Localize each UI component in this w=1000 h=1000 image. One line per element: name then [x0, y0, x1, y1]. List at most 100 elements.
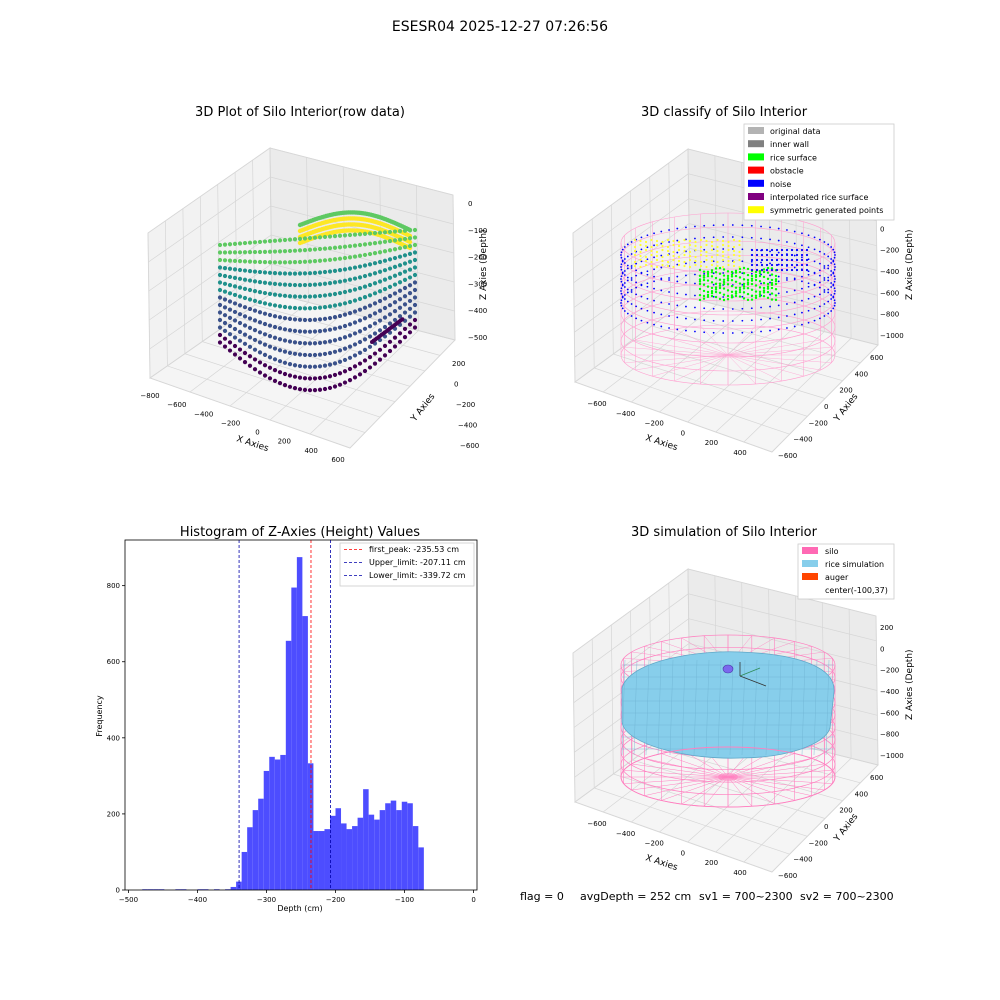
data-point: [232, 250, 238, 255]
noise-point: [653, 287, 655, 290]
histogram-bar: [396, 810, 402, 890]
rice-surface-point: [770, 298, 774, 301]
sv1-text: sv1 = 700~2300: [699, 890, 793, 903]
symmetric-point: [694, 240, 697, 244]
data-point: [227, 340, 233, 345]
data-point: [217, 242, 223, 248]
silo-spoke: [703, 776, 729, 807]
data-point: [342, 301, 348, 306]
symmetric-point: [738, 258, 741, 262]
silo-spoke: [727, 354, 782, 382]
noise-point: [630, 289, 633, 291]
noise-point: [834, 266, 836, 268]
rice-surface-point: [702, 276, 706, 279]
rice-surface-point: [710, 271, 714, 274]
silo-spoke: [661, 776, 729, 801]
data-point: [362, 316, 368, 321]
data-point: [287, 373, 293, 378]
silo-spoke: [727, 776, 795, 801]
noise-point: [818, 262, 821, 265]
data-point: [272, 281, 278, 286]
noise-point: [760, 253, 764, 257]
noise-point: [807, 321, 810, 324]
noise-point: [769, 293, 771, 296]
data-point: [387, 321, 393, 326]
data-point: [387, 303, 393, 308]
data-point: [312, 235, 318, 240]
noise-point: [620, 266, 622, 268]
noise-point: [818, 305, 821, 308]
data-point: [292, 317, 298, 322]
noise-point: [823, 315, 826, 317]
data-point: [397, 229, 403, 234]
symmetric-point: [639, 239, 642, 243]
data-point: [317, 270, 323, 275]
noise-point: [760, 318, 762, 321]
noise-point: [623, 286, 626, 288]
symmetric-point: [710, 244, 714, 248]
noise-point: [635, 262, 638, 265]
data-point: [242, 250, 248, 255]
data-point: [242, 350, 248, 356]
data-point: [377, 318, 383, 323]
data-point: [317, 375, 323, 381]
data-point: [277, 381, 283, 386]
rice-surface-point: [706, 279, 710, 282]
noise-point: [786, 315, 788, 317]
data-point: [302, 306, 308, 311]
noise-point: [793, 325, 796, 328]
rice-surface-point: [710, 286, 714, 290]
histogram-bar: [241, 851, 248, 890]
noise-point: [703, 319, 706, 322]
z-axis-label: Z Axies (Depth): [479, 229, 489, 300]
noise-point: [653, 268, 655, 271]
data-point: [332, 384, 338, 389]
rice-surface-point: [746, 283, 750, 286]
noise-point: [676, 275, 679, 278]
data-point: [377, 230, 383, 235]
noise-point: [832, 271, 835, 274]
data-point: [387, 312, 393, 317]
noise-point: [801, 287, 803, 290]
data-point: [292, 282, 298, 288]
histogram-bar: [357, 817, 364, 890]
data-point: [337, 382, 343, 387]
axis-ticks: −800 −600 −400 −200 0 200 400 600 −600 −400 −200 0 2…: [140, 200, 487, 464]
histogram-bar: [352, 826, 358, 890]
rice-surface-point: [714, 267, 718, 270]
data-point: [282, 360, 288, 365]
grid-line: [189, 157, 309, 393]
noise-point: [668, 327, 670, 329]
noise-point: [818, 281, 821, 284]
noise-point: [630, 265, 633, 267]
noise-point: [786, 279, 788, 281]
noise-point: [769, 281, 771, 284]
data-point: [327, 339, 333, 344]
data-point: [347, 378, 353, 383]
noise-point: [712, 283, 715, 286]
data-point: [287, 384, 293, 389]
noise-point: [832, 295, 835, 298]
noise-point: [827, 276, 830, 279]
data-point: [372, 261, 378, 266]
y-tick-label: −400: [793, 436, 812, 444]
rice-surface-point: [770, 292, 774, 295]
symmetric-point: [677, 263, 681, 267]
data-point: [247, 354, 253, 359]
histogram-bar: [412, 826, 419, 890]
y-tick-label: 0: [454, 381, 458, 389]
data-point: [222, 320, 228, 326]
data-point: [262, 280, 268, 285]
data-point: [372, 241, 378, 246]
z-tick-label: −800: [880, 311, 899, 319]
data-point: [352, 265, 358, 270]
data-point: [382, 249, 388, 254]
data-point: [237, 320, 243, 326]
data-point: [372, 301, 378, 306]
figure-title: ESESR04 2025-12-27 07:26:56: [392, 19, 608, 35]
noise-point: [703, 248, 706, 251]
symmetric-point: [705, 250, 708, 254]
noise-point: [653, 256, 655, 259]
noise-point: [830, 270, 833, 272]
data-point: [267, 249, 273, 254]
